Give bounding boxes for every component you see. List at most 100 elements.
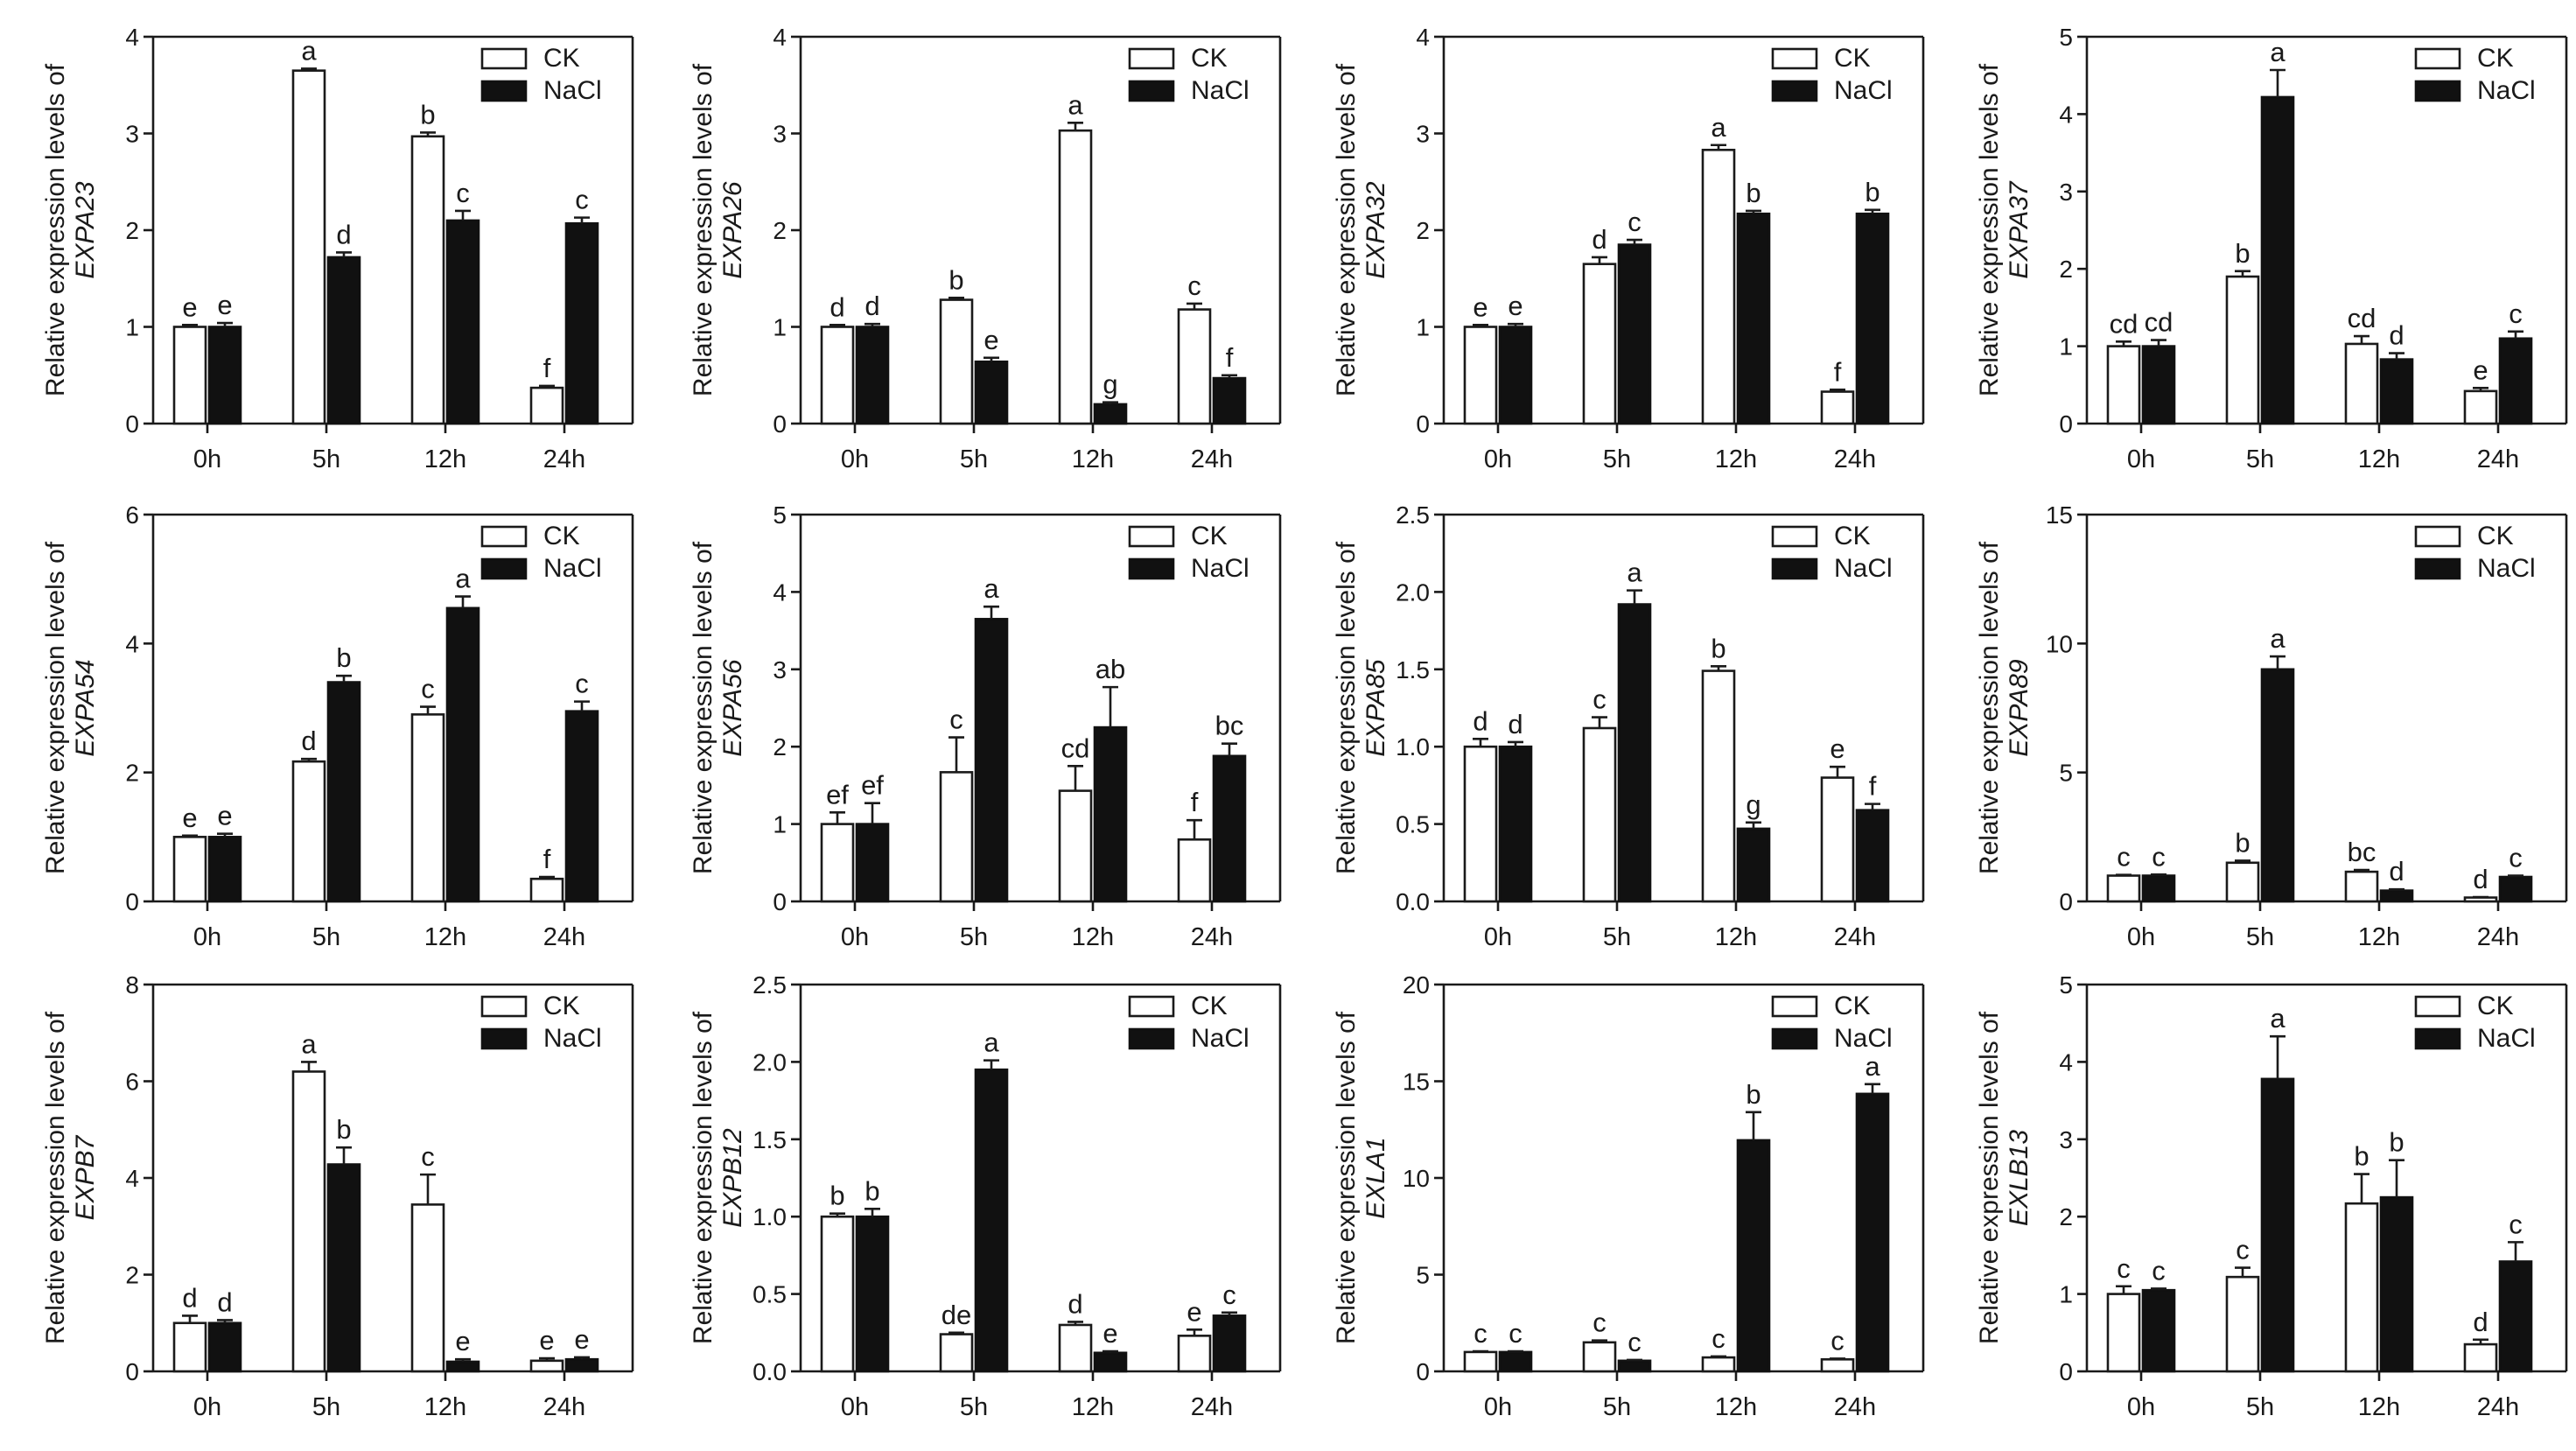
x-tick-label: 12h [424,1393,466,1421]
bar-nacl-5h [1617,603,1652,903]
chart-panel-expa37: 0 1 2 3 4 5 Relative expression levels of EXPA3… [1975,24,2568,473]
bar-ck-0h [820,823,855,903]
legend-swatch-ck [2414,47,2461,70]
significance-label: e [1102,1318,1117,1349]
significance-label: f [1191,787,1199,817]
significance-label: d [1508,709,1522,740]
chart-panel-expa23: 0 1 2 3 4 Relative expression levels of EXPA23… [41,24,634,473]
bar-nacl-12h [1736,212,1771,425]
significance-label: a [2270,37,2286,67]
significance-label: e [1473,291,1488,322]
x-tick-label: 12h [1715,445,1757,473]
x-tick-label: 24h [543,1393,585,1421]
legend-label-nacl: NaCl [2477,1024,2536,1053]
legend: CK NaCl [1771,522,1893,583]
significance-label: b [1746,178,1760,208]
bar-ck-5h [1582,263,1617,425]
y-tick-label: 1 [2059,1281,2073,1308]
legend-label-ck: CK [2477,992,2514,1020]
significance-label: e [1830,733,1844,764]
bar-ck-5h [939,1333,974,1373]
bar-nacl-12h [1736,1139,1771,1373]
y-axis-label: Relative expression levels of [689,1011,718,1344]
bar-ck-24h [1820,776,1855,903]
x-tick-label: 5h [2246,923,2274,951]
significance-label: e [1508,291,1522,321]
bar-ck-0h [2106,1293,2141,1373]
y-tick-label: 2 [2059,256,2073,283]
bar-ck-12h [410,713,445,903]
legend-label-nacl: NaCl [543,1024,602,1053]
significance-label: b [864,1175,879,1206]
x-tick-label: 0h [193,445,221,473]
bar-nacl-24h [564,221,599,425]
bar-ck-24h [1177,1335,1212,1373]
x-tick-label: 12h [424,923,466,951]
legend-swatch-nacl [1128,1027,1175,1050]
x-tick-label: 5h [960,923,988,951]
legend-swatch-nacl [1128,80,1175,102]
y-tick-label: 2 [125,760,139,787]
bar-ck-24h [2463,1342,2498,1373]
legend: CK NaCl [2414,44,2536,105]
x-tick-label: 24h [2477,1393,2519,1421]
bar-ck-0h [172,326,207,425]
significance-label: a [1711,112,1726,143]
significance-label: d [1068,1288,1082,1319]
y-tick-label: 2.5 [1396,501,1430,529]
y-tick-label: 10 [2046,630,2073,657]
x-tick-label: 0h [841,923,869,951]
x-tick-label: 24h [543,923,585,951]
significance-label: a [301,35,317,66]
bar-nacl-12h [1093,726,1128,903]
y-tick-label: 8 [125,971,139,999]
bar-nacl-12h [2379,1195,2414,1373]
significance-label: b [2235,827,2250,858]
x-tick-label: 5h [2246,1393,2274,1421]
bar-ck-5h [939,298,974,425]
bar-ck-24h [1177,308,1212,425]
x-tick-label: 24h [2477,445,2519,473]
gene-name: EXLA1 [1362,1137,1390,1218]
y-tick-label: 3 [773,656,787,683]
legend-label-ck: CK [2477,44,2514,73]
significance-label: e [1186,1296,1201,1327]
bar-ck-5h [939,771,974,903]
bar-nacl-5h [2260,668,2295,903]
legend-swatch-nacl [1771,80,1818,102]
legend-label-nacl: NaCl [1191,76,1250,105]
significance-label: c [456,178,470,208]
legend-label-ck: CK [1191,992,1228,1020]
bar-ck-12h [1058,1323,1093,1373]
significance-label: d [2389,856,2404,887]
y-axis-label: Relative expression levels of [1332,63,1361,396]
legend: CK NaCl [1128,522,1250,583]
legend-swatch-ck [1128,995,1175,1018]
y-tick-label: 4 [125,630,139,657]
x-tick-label: 0h [2127,1393,2155,1421]
legend: CK NaCl [1128,992,1250,1053]
legend-swatch-ck [1771,995,1818,1018]
significance-label: cd [2110,308,2138,339]
significance-label: g [1102,369,1117,400]
bar-nacl-24h [1212,1314,1247,1373]
significance-label: c [1628,1327,1642,1357]
legend-label-ck: CK [543,44,580,73]
legend-swatch-nacl [480,1027,528,1050]
bar-nacl-12h [2379,358,2414,425]
significance-label: a [2270,1003,2286,1034]
gene-name: EXPA37 [2005,180,2034,278]
legend-swatch-nacl [2414,557,2461,580]
significance-label: a [301,1028,317,1059]
x-tick-label: 0h [1484,923,1512,951]
legend-swatch-nacl [2414,80,2461,102]
bar-ck-5h [1582,1341,1617,1373]
significance-label: c [2509,298,2523,329]
legend-swatch-ck [1771,47,1818,70]
x-tick-label: 12h [1072,1393,1114,1421]
gene-name: EXPB12 [718,1128,747,1228]
y-tick-label: 3 [773,121,787,148]
x-tick-label: 0h [1484,445,1512,473]
y-tick-label: 2.5 [752,971,787,999]
x-tick-label: 24h [1191,923,1233,951]
